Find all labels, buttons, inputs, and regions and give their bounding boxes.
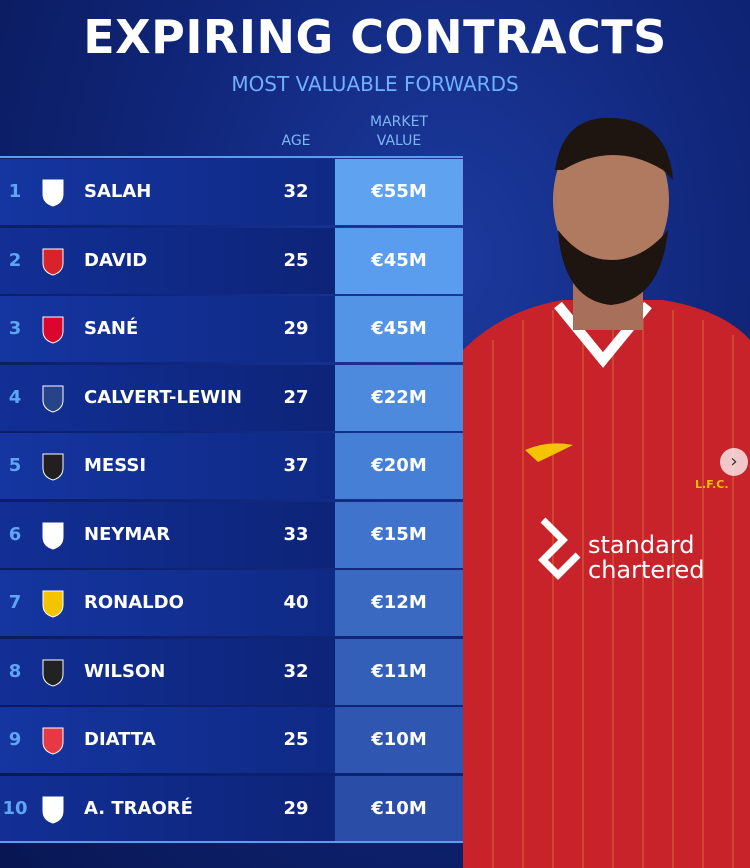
- sponsor-text: chartered: [588, 556, 705, 584]
- page-subtitle: MOST VALUABLE FORWARDS: [231, 72, 519, 96]
- table-row: 5 MESSI 37 €20M: [0, 433, 463, 499]
- market-value-cell: €22M: [335, 364, 463, 431]
- column-header-age: AGE: [281, 133, 311, 149]
- lille-crest-icon: [42, 248, 64, 276]
- player-age: 27: [283, 386, 309, 408]
- player-age: 32: [283, 181, 309, 202]
- fulham-crest-icon: [42, 796, 64, 824]
- market-value-cell: €20M: [335, 433, 463, 499]
- player-age: 32: [283, 660, 309, 682]
- rank: 9: [8, 729, 22, 750]
- market-value-cell: €12M: [335, 570, 463, 636]
- rank: 2: [8, 249, 22, 271]
- table-top-line: [0, 156, 463, 158]
- player-age: 33: [283, 523, 309, 545]
- player-name: MESSI: [84, 455, 147, 476]
- player-age: 29: [283, 318, 309, 339]
- column-header-market-value: MARKET VALUE: [335, 113, 463, 151]
- player-name: RONALDO: [84, 592, 184, 613]
- rank: 1: [8, 181, 22, 202]
- monaco-crest-icon: [42, 727, 64, 755]
- player-age: 40: [283, 592, 309, 613]
- newcastle-crest-icon: [42, 659, 64, 687]
- player-age: 25: [283, 249, 309, 271]
- player-age: 37: [283, 455, 309, 476]
- rank: 5: [8, 455, 22, 476]
- chevron-right-icon[interactable]: ›: [720, 448, 748, 476]
- inter-miami-crest-icon: [42, 453, 64, 481]
- player-name: A. TRAORÉ: [84, 797, 193, 819]
- rank: 8: [8, 660, 22, 682]
- table-row: 4 CALVERT-LEWIN 27 €22M: [0, 364, 463, 431]
- market-value-cell: €10M: [335, 775, 463, 842]
- everton-crest-icon: [42, 385, 64, 413]
- table-bottom-line: [0, 841, 463, 843]
- market-value-cell: €45M: [335, 227, 463, 294]
- rank: 6: [8, 523, 22, 545]
- table-row: 10 A. TRAORÉ 29 €10M: [0, 775, 463, 842]
- player-name: WILSON: [84, 660, 166, 682]
- player-age: 29: [283, 797, 309, 819]
- player-name: NEYMAR: [84, 523, 171, 545]
- bayern-crest-icon: [42, 316, 64, 344]
- market-value-cell: €55M: [335, 159, 463, 225]
- table-row: 2 DAVID 25 €45M: [0, 227, 463, 294]
- column-header-line: MARKET: [370, 114, 428, 130]
- rank: 10: [2, 797, 28, 819]
- table-row: 8 WILSON 32 €11M: [0, 638, 463, 705]
- table-row: 6 NEYMAR 33 €15M: [0, 501, 463, 568]
- player-name: DIATTA: [84, 729, 156, 750]
- player-name: SALAH: [84, 181, 152, 202]
- santos-crest-icon: [42, 522, 64, 550]
- sponsor-text: standard: [588, 531, 694, 559]
- rank: 4: [8, 386, 22, 408]
- table-row: 3 SANÉ 29 €45M: [0, 296, 463, 362]
- market-value-cell: €45M: [335, 296, 463, 362]
- rank: 3: [8, 318, 22, 339]
- market-value-cell: €15M: [335, 501, 463, 568]
- column-header-line: VALUE: [376, 133, 422, 149]
- club-badge: L.F.C.: [695, 478, 729, 491]
- page-title: EXPIRING CONTRACTS: [83, 10, 667, 64]
- player-photo: standard chartered L.F.C.: [463, 117, 750, 868]
- liverpool-crest-icon: [42, 179, 64, 207]
- al-nassr-crest-icon: [42, 590, 64, 618]
- player-name: DAVID: [84, 249, 148, 271]
- table-row: 7 RONALDO 40 €12M: [0, 570, 463, 636]
- player-name: SANÉ: [84, 318, 139, 339]
- table-row: 1 SALAH 32 €55M: [0, 159, 463, 225]
- rank: 7: [8, 592, 22, 613]
- player-age: 25: [283, 729, 309, 750]
- market-value-cell: €10M: [335, 707, 463, 773]
- player-name: CALVERT-LEWIN: [84, 386, 242, 408]
- market-value-cell: €11M: [335, 638, 463, 705]
- table-row: 9 DIATTA 25 €10M: [0, 707, 463, 773]
